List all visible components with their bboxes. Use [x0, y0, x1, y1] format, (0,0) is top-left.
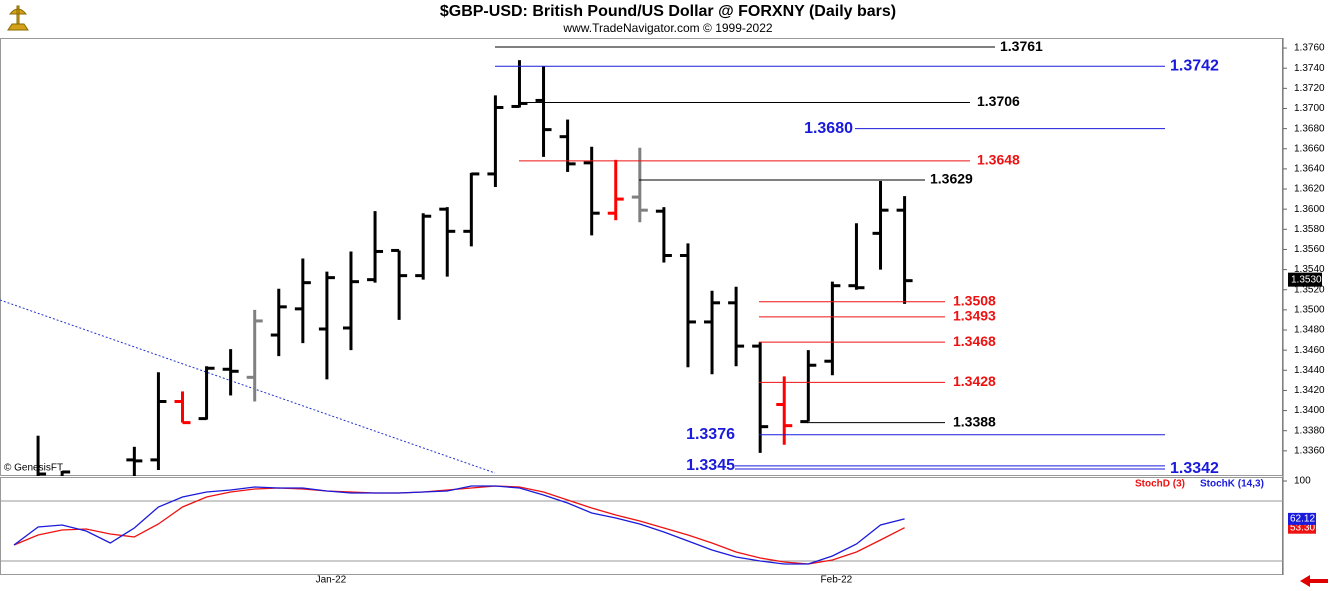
- y-tick-label: 1.3640: [1294, 164, 1325, 175]
- level-label: 1.3342: [1170, 460, 1219, 477]
- y-tick-label: 1.3740: [1294, 63, 1325, 74]
- level-label: 1.3706: [977, 93, 1020, 109]
- y-tick-label: 1.3760: [1294, 43, 1325, 54]
- price-plot: [36, 60, 913, 476]
- level-label: 1.3493: [953, 308, 996, 324]
- y-tick-label: 100: [1294, 476, 1311, 487]
- y-tick-label: 1.3560: [1294, 244, 1325, 255]
- scroll-arrow[interactable]: [1300, 575, 1328, 587]
- y-tick-label: 1.3380: [1294, 425, 1325, 436]
- y-tick-label: 1.3620: [1294, 184, 1325, 195]
- level-label: 1.3680: [804, 120, 853, 137]
- trend-line: [0, 299, 496, 474]
- chart-subtitle: www.TradeNavigator.com © 1999-2022: [562, 21, 772, 35]
- y-tick-label: 1.3400: [1294, 405, 1325, 416]
- level-label: 1.3468: [953, 333, 996, 349]
- last-price-label: 1.3530: [1291, 274, 1322, 285]
- legend-entry: StochK (14,3): [1200, 479, 1264, 490]
- y-tick-label: 1.3460: [1294, 345, 1325, 356]
- y-tick-label: 1.3680: [1294, 123, 1325, 134]
- level-label: 1.3742: [1170, 57, 1219, 74]
- level-label: 1.3388: [953, 413, 996, 429]
- y-tick-label: 1.3700: [1294, 103, 1325, 114]
- level-label: 1.3629: [930, 171, 973, 187]
- value-label: 62.12: [1290, 514, 1315, 525]
- legend-entry: StochD (3): [1135, 479, 1185, 490]
- level-label: 1.3428: [953, 373, 996, 389]
- logo: [7, 5, 29, 31]
- level-label: 1.3648: [977, 152, 1020, 168]
- y-tick-label: 1.3580: [1294, 224, 1325, 235]
- value-label-box: [1288, 512, 1316, 525]
- stoch-plot: [0, 485, 1283, 565]
- y-tick-label: 1.3360: [1294, 445, 1325, 456]
- y-tick-label: 1.3600: [1294, 204, 1325, 215]
- y-tick-label: 1.3720: [1294, 83, 1325, 94]
- chart-title: $GBP-USD: British Pound/US Dollar @ FORX…: [440, 3, 896, 20]
- y-tick-label: 1.3500: [1294, 305, 1325, 316]
- x-tick-label: Feb-22: [821, 575, 853, 586]
- x-tick-label: Jan-22: [316, 575, 347, 586]
- level-label: 1.3508: [953, 293, 996, 309]
- level-label: 1.3376: [686, 426, 735, 443]
- y-tick-label: 1.3520: [1294, 284, 1325, 295]
- annotations: 1.3360 1.3380 1.3400 1.3420 1.3440 1.3460 1.34…: [316, 38, 1325, 586]
- value-label: 53.30: [1290, 522, 1315, 533]
- last-price-box: [1288, 272, 1322, 287]
- level-label: 1.3345: [686, 457, 735, 474]
- y-tick-label: 1.3480: [1294, 325, 1325, 336]
- y-tick-label: 1.3660: [1294, 143, 1325, 154]
- level-label: 1.3761: [1000, 38, 1043, 54]
- y-tick-label: 1.3440: [1294, 365, 1325, 376]
- y-tick-label: 1.3540: [1294, 264, 1325, 275]
- stoch-line: [13, 485, 905, 565]
- y-tick-label: 1.3420: [1294, 385, 1325, 396]
- watermark: © GenesisFT: [4, 463, 63, 474]
